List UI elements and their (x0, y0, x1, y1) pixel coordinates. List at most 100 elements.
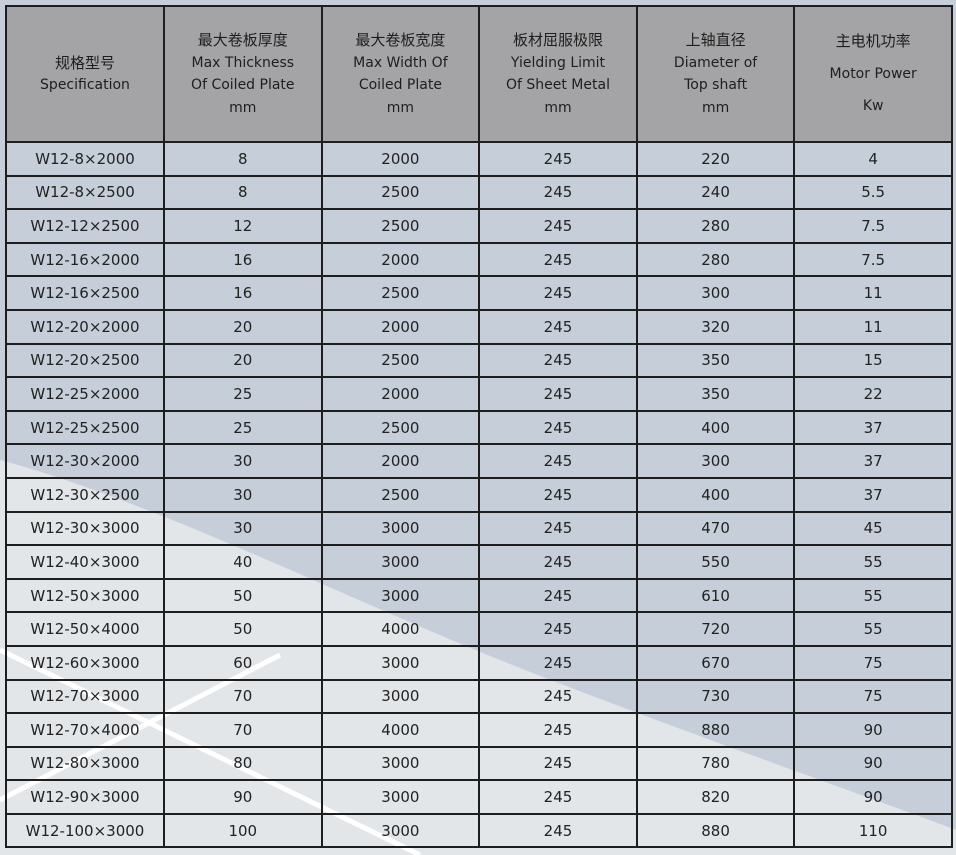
header-row: 规格型号 Specification 最大卷板厚度 Max Thickness Of C… (5, 5, 953, 143)
table-cell: 400 (635, 409, 796, 446)
table-cell: 25 (163, 376, 323, 412)
table-cell: 240 (635, 174, 796, 211)
table-cell: 670 (635, 644, 796, 681)
column-header-en: Max Width Of (353, 54, 448, 71)
table-cell: 50 (163, 611, 323, 647)
table-cell: 15 (793, 342, 953, 379)
table-cell: 2000 (320, 376, 481, 412)
table-cell: W12-8×2000 (5, 141, 165, 177)
table-cell: 245 (478, 544, 638, 580)
column-header-cn: 最大卷板宽度 (355, 31, 446, 49)
table-cell: 300 (635, 275, 796, 311)
table-cell: 245 (478, 208, 638, 244)
table-cell: 550 (635, 544, 796, 580)
table-cell: 2500 (320, 342, 481, 379)
table-cell: 3000 (320, 745, 481, 782)
table-cell: 245 (478, 644, 638, 681)
table-cell: 245 (478, 745, 638, 782)
table-cell: W12-70×3000 (5, 678, 165, 715)
table-row: W12-30×2000 30 2000 245 300 37 (5, 443, 953, 479)
column-header-en: Kw (862, 98, 884, 115)
table-row: W12-50×3000 50 3000 245 610 55 (5, 577, 953, 614)
table-cell: 5.5 (793, 174, 953, 211)
table-cell: 610 (635, 577, 796, 614)
table-cell: 100 (163, 812, 323, 849)
table-cell: W12-50×3000 (5, 577, 165, 614)
table-cell: 7.5 (793, 241, 953, 278)
table-cell: 400 (635, 476, 796, 513)
table-cell: 3000 (320, 644, 481, 681)
table-cell: 2500 (320, 275, 481, 311)
table-cell: 30 (163, 510, 323, 547)
table-cell: 70 (163, 712, 323, 748)
table-cell: W12-12×2500 (5, 208, 165, 244)
table-cell: 245 (478, 342, 638, 379)
table-cell: 2000 (320, 141, 481, 177)
table-cell: W12-70×4000 (5, 712, 165, 748)
table-cell: 37 (793, 476, 953, 513)
column-header-en: mm (229, 99, 257, 116)
column-header-cn: 板材屈服极限 (512, 31, 603, 49)
table-cell: 245 (478, 510, 638, 547)
table-cell: 11 (793, 275, 953, 311)
table-cell: 880 (635, 812, 796, 849)
table-cell: 25 (163, 409, 323, 446)
table-row: W12-50×4000 50 4000 245 720 55 (5, 611, 953, 647)
table-cell: 16 (163, 241, 323, 278)
table-row: W12-25×2000 25 2000 245 350 22 (5, 376, 953, 412)
table-cell: 220 (635, 141, 796, 177)
table-row: W12-80×3000 80 3000 245 780 90 (5, 745, 953, 782)
table-cell: 40 (163, 544, 323, 580)
table-cell: W12-30×2500 (5, 476, 165, 513)
table-cell: 90 (793, 779, 953, 815)
column-header-cn: 上轴直径 (685, 31, 746, 49)
table-cell: 280 (635, 241, 796, 278)
table-cell: W12-100×3000 (5, 812, 165, 849)
table-cell: W12-16×2500 (5, 275, 165, 311)
table-cell: 50 (163, 577, 323, 614)
table-cell: 80 (163, 745, 323, 782)
table-cell: 3000 (320, 812, 481, 849)
table-cell: 20 (163, 308, 323, 345)
table-cell: 300 (635, 443, 796, 479)
table-cell: 90 (793, 712, 953, 748)
table-cell: 110 (793, 812, 953, 849)
table-row: W12-70×3000 70 3000 245 730 75 (5, 678, 953, 715)
table-cell: 3000 (320, 510, 481, 547)
table-cell: 720 (635, 611, 796, 647)
column-header-en: Of Coiled Plate (191, 77, 295, 93)
table-cell: 4 (793, 141, 953, 177)
table-cell: 245 (478, 712, 638, 748)
column-header-en: mm (386, 99, 415, 116)
table-row: W12-20×2500 20 2500 245 350 15 (5, 342, 953, 379)
table-row: W12-60×3000 60 3000 245 670 75 (5, 644, 953, 681)
table-cell: W12-25×2500 (5, 409, 165, 446)
table-row: W12-40×3000 40 3000 245 550 55 (5, 544, 953, 580)
table-cell: 350 (635, 342, 796, 379)
table-cell: W12-80×3000 (5, 745, 165, 782)
column-header-en: Coiled Plate (358, 77, 442, 93)
table-cell: W12-25×2000 (5, 376, 165, 412)
table-cell: W12-16×2000 (5, 241, 165, 278)
table-cell: 245 (478, 779, 638, 815)
table-cell: 12 (163, 208, 323, 244)
table-row: W12-8×2500 8 2500 245 240 5.5 (5, 174, 953, 211)
table-cell: 730 (635, 678, 796, 715)
table-cell: 880 (635, 712, 796, 748)
table-row: W12-30×3000 30 3000 245 470 45 (5, 510, 953, 547)
table-cell: 245 (478, 577, 638, 614)
table-cell: 470 (635, 510, 796, 547)
table-cell: 2500 (320, 174, 481, 211)
table-cell: 3000 (320, 544, 481, 580)
table-cell: 75 (793, 678, 953, 715)
table-cell: 4000 (320, 611, 481, 647)
table-cell: 3000 (320, 678, 481, 715)
table-row: W12-8×2000 8 2000 245 220 4 (5, 141, 953, 177)
table-row: W12-100×3000 100 3000 245 880 110 (5, 812, 953, 849)
table-cell: 245 (478, 141, 638, 177)
column-header-cn: 主电机功率 (835, 32, 911, 51)
table-cell: 780 (635, 745, 796, 782)
table-cell: 350 (635, 376, 796, 412)
table-cell: 11 (793, 308, 953, 345)
table-cell: 2500 (320, 208, 481, 244)
